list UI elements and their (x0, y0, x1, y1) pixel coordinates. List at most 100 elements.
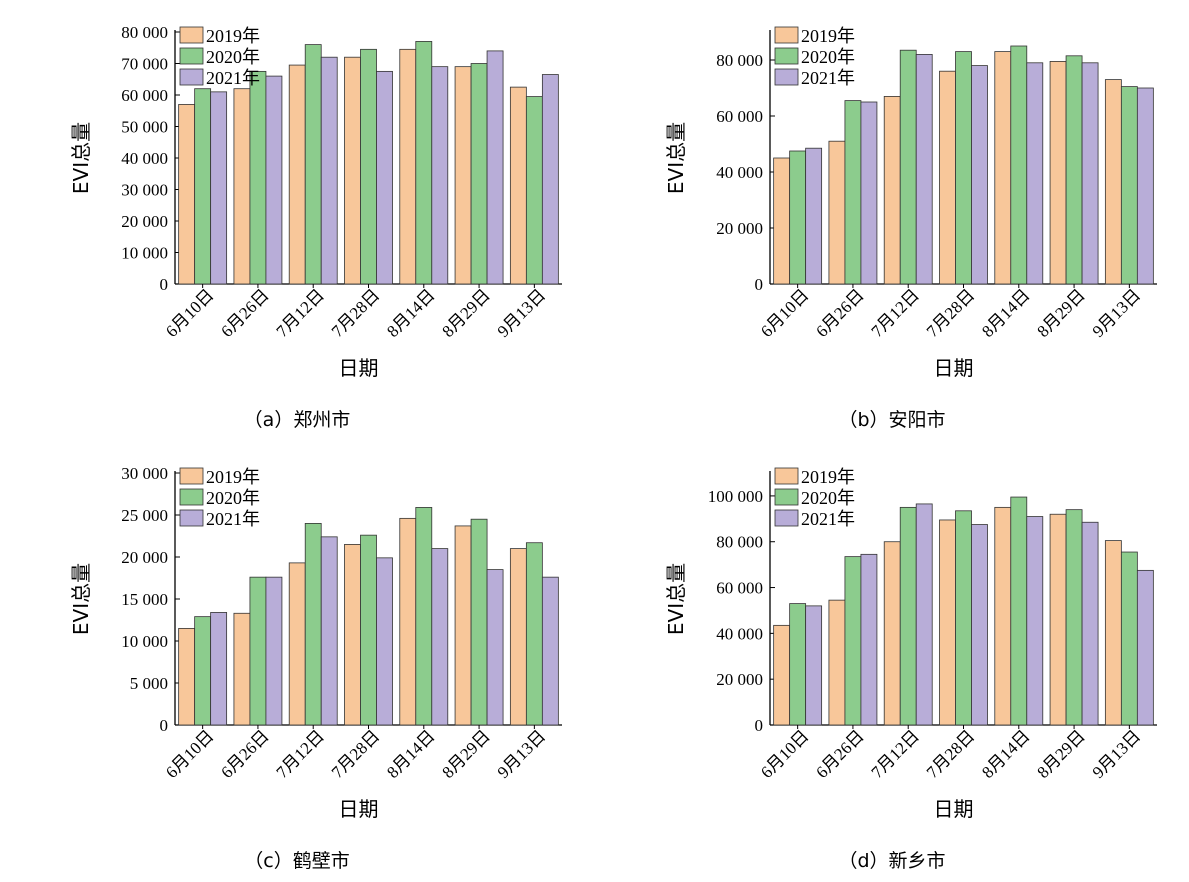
legend-swatch (179, 467, 204, 485)
y-tick-label: 25 000 (121, 506, 168, 525)
bar (178, 104, 196, 285)
legend-label: 2021年 (206, 68, 260, 88)
x-tick-label: 7月28日 (328, 285, 384, 341)
x-tick-label: 9月13日 (494, 285, 550, 341)
bar (360, 48, 377, 285)
legend-swatch (179, 509, 204, 527)
x-tick-label: 8月14日 (978, 285, 1034, 341)
x-tick-label: 9月13日 (494, 726, 550, 782)
bar (844, 556, 862, 726)
x-tick-label: 7月28日 (923, 285, 979, 341)
bar (789, 150, 807, 285)
legend-swatch (774, 509, 799, 527)
bar (899, 49, 917, 285)
bar (210, 612, 228, 726)
bar (1136, 569, 1154, 726)
legend-label: 2019年 (206, 467, 260, 487)
legend-swatch (774, 467, 799, 485)
bar (1065, 55, 1083, 285)
bar (486, 50, 504, 285)
bar (415, 41, 433, 285)
bar (994, 506, 1012, 726)
x-tick-label: 8月29日 (1033, 285, 1089, 341)
legend-label: 2020年 (206, 47, 260, 67)
bar (249, 576, 267, 726)
legend-label: 2021年 (206, 509, 260, 529)
bar (1049, 61, 1067, 285)
bar (773, 624, 791, 726)
x-tick-label: 8月29日 (438, 726, 494, 782)
x-tick-label: 6月10日 (757, 726, 813, 782)
legend-label: 2020年 (801, 488, 855, 508)
x-axis-title: 日期 (339, 356, 379, 380)
bar (399, 48, 417, 285)
legend-label: 2019年 (801, 26, 855, 46)
y-tick-label: 10 000 (121, 244, 168, 263)
legend-swatch (179, 68, 204, 86)
y-tick-label: 20 000 (716, 219, 763, 238)
y-tick-label: 20 000 (716, 670, 763, 689)
y-tick-label: 40 000 (716, 163, 763, 182)
x-tick-label: 7月12日 (868, 726, 924, 782)
bar (1026, 516, 1044, 726)
bar (955, 510, 972, 726)
bar (265, 75, 283, 285)
chart-panel-anyang: 0 20 000 40 000 60 000 80 000 6月10日 6月26日 7月12日… (595, 0, 1189, 441)
x-axis-title: 日期 (339, 797, 379, 821)
bar (541, 74, 559, 285)
x-tick-label: 6月10日 (757, 285, 813, 341)
x-tick-label: 6月10日 (162, 726, 218, 782)
y-tick-label: 30 000 (121, 464, 168, 483)
bar (828, 599, 846, 726)
bar (288, 562, 306, 726)
y-axis-title: EVI总量 (69, 122, 93, 194)
legend-label: 2019年 (206, 26, 260, 46)
bar (773, 157, 791, 285)
bar (470, 518, 488, 726)
bar (431, 66, 449, 285)
legend-swatch (179, 26, 204, 44)
bar (1120, 86, 1138, 285)
bar (883, 541, 901, 726)
bar (971, 524, 988, 726)
y-tick-label: 20 000 (121, 212, 168, 231)
bar (509, 548, 527, 726)
x-tick-label: 6月26日 (217, 726, 273, 782)
bar (376, 70, 393, 285)
y-tick-label: 50 000 (121, 118, 168, 137)
x-tick-label: 7月12日 (273, 726, 329, 782)
bar (304, 523, 322, 726)
y-tick-label: 60 000 (121, 86, 168, 105)
bar (194, 616, 212, 726)
bar-chart: 0 10 000 20 000 30 000 40 000 50 000 60 000 70 … (69, 23, 562, 380)
bar (939, 519, 956, 726)
bar (994, 51, 1012, 285)
x-tick-label: 7月12日 (273, 285, 329, 341)
y-tick-label: 0 (160, 716, 169, 735)
legend-label: 2021年 (801, 68, 855, 88)
y-tick-label: 40 000 (121, 149, 168, 168)
bar (828, 140, 846, 285)
x-tick-label: 8月29日 (1033, 726, 1089, 782)
x-tick-label: 8月14日 (383, 726, 439, 782)
bar-chart: 0 5 000 10 000 15 000 20 000 25 000 30 000 6月10… (69, 464, 562, 821)
bar (1081, 62, 1099, 285)
x-tick-label: 6月26日 (812, 285, 868, 341)
y-tick-label: 60 000 (716, 579, 763, 598)
bar (789, 603, 807, 726)
legend-label: 2021年 (801, 509, 855, 529)
bar (415, 507, 433, 726)
legend-swatch (774, 26, 799, 44)
x-tick-label: 8月14日 (383, 285, 439, 341)
bar (860, 101, 878, 285)
legend-label: 2019年 (801, 467, 855, 487)
bar (320, 56, 338, 285)
legend-swatch (179, 488, 204, 506)
bar (486, 569, 504, 726)
bar (1026, 62, 1044, 285)
bar (955, 51, 972, 285)
bar (1065, 509, 1083, 726)
y-tick-label: 70 000 (121, 55, 168, 74)
bar (915, 503, 933, 726)
x-tick-label: 8月29日 (438, 285, 494, 341)
